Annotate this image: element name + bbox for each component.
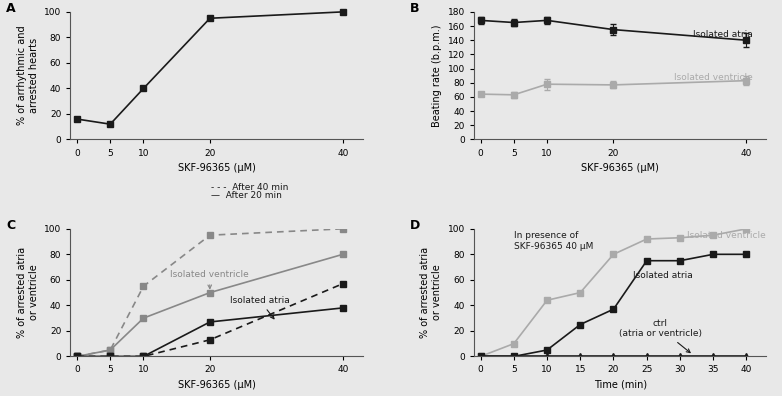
- Text: ctrl
(atria or ventricle): ctrl (atria or ventricle): [619, 319, 701, 352]
- Text: —  After 20 min: — After 20 min: [211, 191, 282, 200]
- Text: A: A: [6, 2, 16, 15]
- Text: Isolated atria: Isolated atria: [694, 30, 753, 39]
- Y-axis label: % of arrested atria
or ventricle: % of arrested atria or ventricle: [17, 247, 38, 338]
- Text: Isolated ventricle: Isolated ventricle: [170, 270, 249, 289]
- Text: B: B: [410, 2, 419, 15]
- Text: In presence of
SKF-96365 40 μM: In presence of SKF-96365 40 μM: [514, 231, 594, 251]
- Y-axis label: Beating rate (b.p.m.): Beating rate (b.p.m.): [432, 25, 442, 127]
- Y-axis label: % of arrhythmic and
arrested hearts: % of arrhythmic and arrested hearts: [17, 26, 38, 126]
- Text: - - -  After 40 min: - - - After 40 min: [211, 183, 289, 192]
- Text: D: D: [410, 219, 420, 232]
- Y-axis label: % of arrested atria
or ventricle: % of arrested atria or ventricle: [421, 247, 442, 338]
- Text: Isolated atria: Isolated atria: [230, 296, 289, 319]
- X-axis label: SKF-96365 (μM): SKF-96365 (μM): [178, 380, 256, 390]
- X-axis label: SKF-96365 (μM): SKF-96365 (μM): [581, 163, 659, 173]
- Text: Isolated ventricle: Isolated ventricle: [674, 73, 753, 82]
- Text: C: C: [6, 219, 15, 232]
- Text: Isolated atria: Isolated atria: [633, 271, 693, 280]
- X-axis label: SKF-96365 (μM): SKF-96365 (μM): [178, 163, 256, 173]
- Text: Isolated ventricle: Isolated ventricle: [687, 231, 766, 240]
- X-axis label: Time (min): Time (min): [594, 380, 647, 390]
